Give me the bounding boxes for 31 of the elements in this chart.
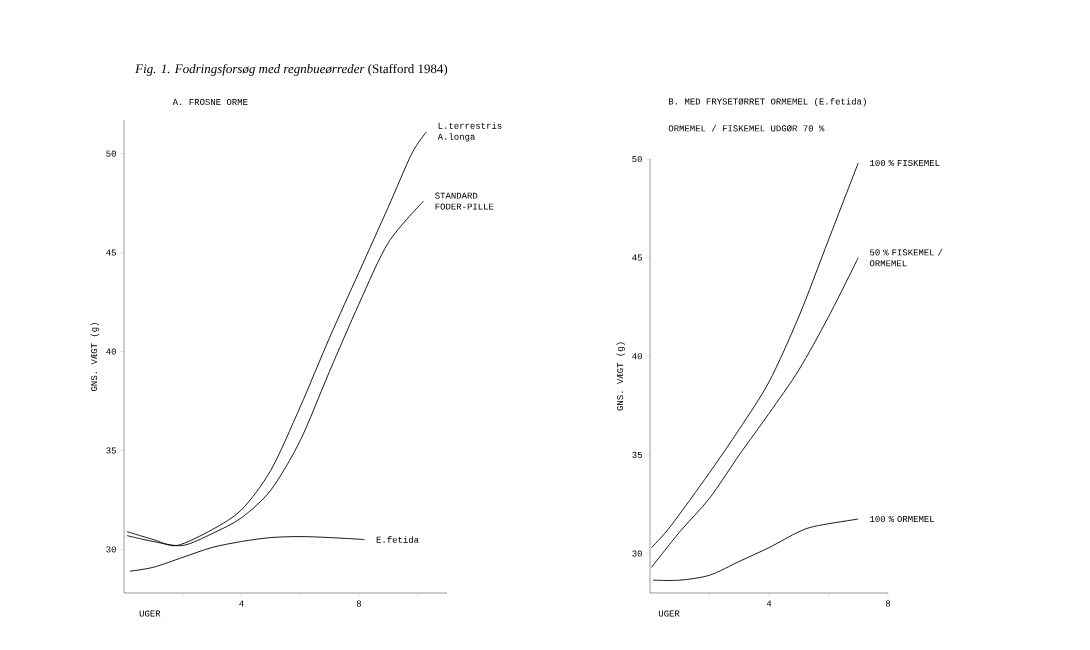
chart-subtitle: ORMEMEL / FISKEMEL UDGØR 70 % bbox=[668, 124, 825, 132]
x-tick-label: 8 bbox=[356, 600, 362, 607]
y-axis-title: GNS. VÆGT (g) bbox=[90, 323, 99, 391]
chart-title: Fig. 1. Fodringsforsøg med regnbueørreder (Stafford 1984) bbox=[135, 63, 448, 76]
y-tick-label: 30 bbox=[106, 546, 116, 553]
x-tick-label: 8 bbox=[885, 600, 891, 607]
y-axis-title: GNS. VÆGT (g) bbox=[616, 342, 625, 411]
y-tick-label: 30 bbox=[632, 550, 642, 557]
y-tick-label: 50 bbox=[632, 155, 642, 163]
y-tick-label: 35 bbox=[106, 447, 116, 454]
y-tick-label: 45 bbox=[106, 249, 116, 256]
chart-title: B. MED FRYSETØRRET ORMEMEL (E.fetida) bbox=[669, 97, 866, 107]
series-label: E.fetida bbox=[376, 536, 419, 543]
y-tick-label: 45 bbox=[632, 254, 642, 261]
line-series bbox=[126, 131, 427, 546]
x-tick-label: 4 bbox=[766, 600, 772, 607]
series-label: L.terrestris A.longa bbox=[437, 122, 502, 142]
line-series bbox=[129, 536, 366, 572]
x-axis-title: UGER bbox=[658, 610, 680, 617]
series-label: STANDARD FODER-PILLE bbox=[435, 192, 494, 210]
chart-subtitle: A. FROSNE ORME bbox=[172, 98, 248, 106]
series-label: 100 % FISKEMEL bbox=[870, 159, 940, 166]
y-tick-label: 50 bbox=[106, 150, 116, 157]
series-label: 50 % FISKEMEL / ORMEMEL bbox=[869, 248, 943, 267]
x-tick-label: 4 bbox=[239, 600, 244, 607]
x-axis-title: UGER bbox=[139, 610, 161, 617]
y-tick-label: 35 bbox=[632, 451, 642, 458]
y-tick-label: 40 bbox=[632, 353, 642, 360]
series-label: 100 % ORMEMEL bbox=[870, 515, 935, 523]
line-series bbox=[652, 518, 859, 581]
y-tick-label: 40 bbox=[106, 348, 116, 355]
